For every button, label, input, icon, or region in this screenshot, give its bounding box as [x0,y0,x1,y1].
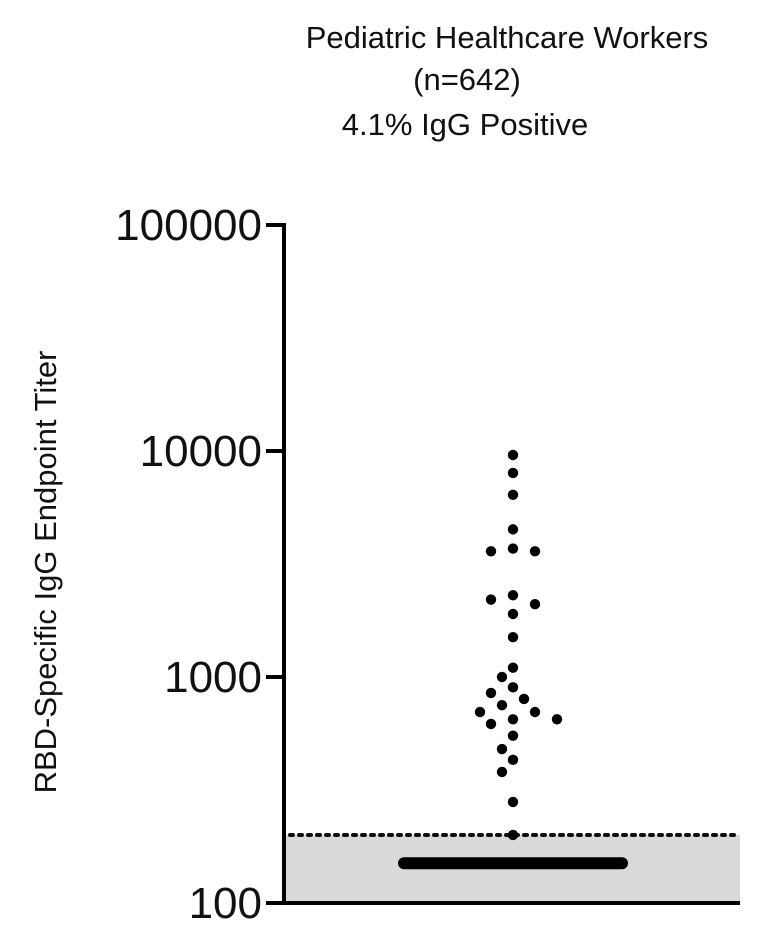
y-tick-label-2: 10000 [140,427,262,476]
data-point-24 [496,743,508,755]
data-point-10 [507,608,519,620]
data-point-5 [485,546,497,557]
data-point-19 [474,706,486,718]
data-point-17 [496,700,508,711]
data-point-11 [507,632,519,643]
data-point-3 [507,524,519,535]
data-point-22 [485,718,497,730]
data-point-20 [507,714,519,725]
title-line-2: (n=642) [413,62,521,97]
data-point-6 [529,546,541,557]
y-tick-label-1: 1000 [164,653,262,702]
data-point-13 [496,671,508,683]
y-tick-label-3: 100000 [115,201,262,250]
title-line-1: Pediatric Healthcare Workers [306,20,709,55]
data-point-15 [485,687,497,699]
data-point-27 [507,796,519,808]
y-axis-ticks: 100 1000 10000 100000 [115,201,284,928]
data-point-0 [507,449,519,461]
data-point-9 [529,598,541,610]
chart-title: Pediatric Healthcare Workers (n=642) 4.1… [306,20,709,142]
data-point-4 [507,543,519,554]
data-point-21 [551,714,563,725]
data-point-14 [507,682,519,693]
y-tick-label-0: 100 [189,879,262,928]
data-point-18 [529,706,541,718]
data-point-16 [518,693,530,705]
data-point-28 [507,829,519,841]
title-line-3: 4.1% IgG Positive [342,107,588,142]
data-points [474,449,563,841]
data-point-8 [485,594,497,605]
data-point-26 [496,766,508,778]
data-point-23 [507,730,519,741]
y-axis-label: RBD-Specific IgG Endpoint Titer [28,351,63,794]
data-point-7 [507,590,519,601]
data-point-12 [507,662,519,673]
data-point-2 [507,489,519,501]
data-point-25 [507,754,519,766]
data-point-1 [507,467,519,479]
